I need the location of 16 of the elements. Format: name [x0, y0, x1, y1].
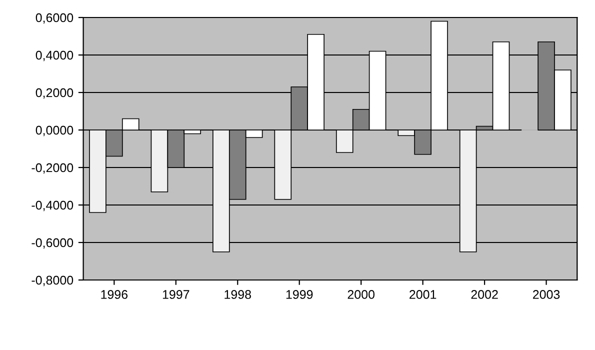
x-tick-label: 2002: [471, 290, 498, 299]
x-tick-label: 2001: [410, 290, 436, 299]
y-tick-label: 0,0000: [36, 126, 74, 136]
y-tick-label: -0,2000: [32, 163, 74, 174]
x-tick-label: 1998: [224, 290, 251, 299]
y-tick-label: 0,2000: [36, 88, 74, 99]
y-tick-label: 0,6000: [36, 13, 74, 24]
y-tick-label: 0,4000: [36, 50, 74, 62]
x-tick-label: 1999: [286, 290, 313, 299]
x-tick-label: 2000: [348, 290, 375, 299]
y-tick-label: -0,4000: [32, 200, 74, 212]
y-tick-label: -0,8000: [32, 276, 74, 286]
x-tick-label: 1997: [162, 290, 190, 299]
x-tick-label: 1996: [101, 290, 128, 299]
y-tick-label: -0,6000: [32, 238, 74, 249]
x-tick-label: 2003: [533, 290, 560, 299]
